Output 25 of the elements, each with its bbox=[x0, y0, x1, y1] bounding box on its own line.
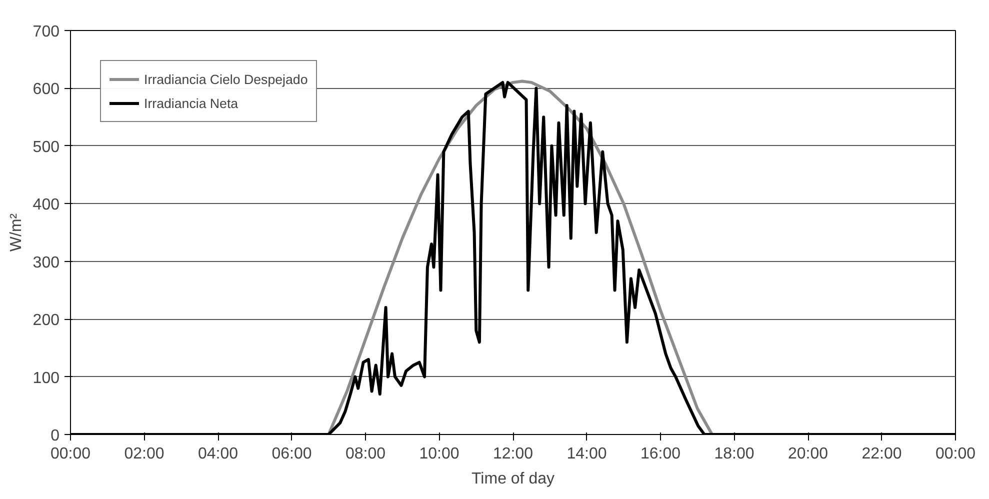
x-tick-label: 14:00 bbox=[566, 446, 607, 462]
x-tick-label: 08:00 bbox=[345, 446, 386, 462]
x-tick-label: 06:00 bbox=[272, 446, 312, 462]
y-tick-label: 400 bbox=[32, 196, 60, 214]
x-axis-title: Time of day bbox=[472, 470, 555, 488]
y-tick-label: 100 bbox=[32, 370, 60, 387]
x-tick-label: 02:00 bbox=[124, 446, 164, 462]
y-axis-title: W/m² bbox=[8, 212, 25, 252]
x-tick-label: 00:00 bbox=[935, 446, 976, 462]
x-tick-label: 16:00 bbox=[640, 446, 681, 462]
x-tick-label: 22:00 bbox=[862, 446, 902, 462]
legend-label: Irradiancia Neta bbox=[144, 96, 238, 110]
y-tick-label: 200 bbox=[32, 312, 60, 330]
x-tick-label: 18:00 bbox=[714, 446, 754, 462]
y-tick-label: 500 bbox=[32, 138, 60, 156]
x-tick-label: 04:00 bbox=[198, 446, 238, 462]
y-tick-label: 600 bbox=[32, 81, 60, 98]
x-tick-label: 10:00 bbox=[419, 446, 460, 462]
x-tick-label: 20:00 bbox=[788, 446, 828, 462]
x-tick-label: 12:00 bbox=[492, 446, 534, 462]
y-tick-label: 700 bbox=[32, 24, 60, 40]
y-tick-label: 300 bbox=[32, 254, 60, 272]
legend-label: Irradiancia Cielo Despejado bbox=[144, 72, 308, 86]
y-tick-label: 0 bbox=[50, 428, 60, 444]
x-tick-label: 00:00 bbox=[50, 446, 91, 462]
